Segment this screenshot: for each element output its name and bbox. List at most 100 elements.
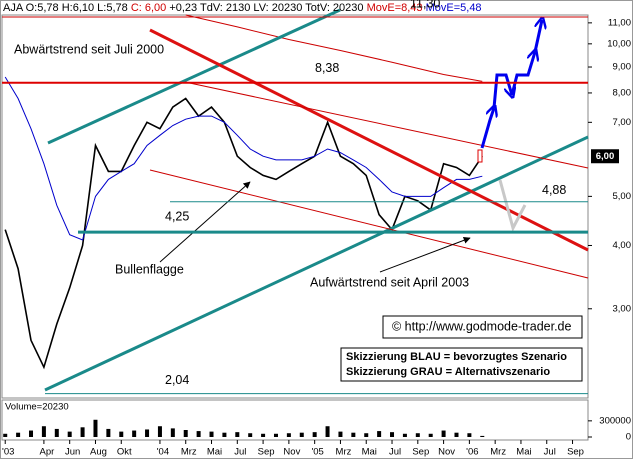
x-tick-label: '03: [2, 447, 14, 458]
blue-scenario: [510, 52, 535, 96]
x-tick-label: Mai: [516, 447, 531, 458]
channel-line: [149, 169, 589, 279]
blue-scenario: [533, 20, 542, 53]
volume-bar: [29, 430, 34, 437]
volume-bar: [454, 432, 459, 437]
volume-bar: [106, 428, 111, 437]
header-part: +0,23 TdV: 2130 LV: 20230 TotV: 20230: [166, 2, 366, 14]
level-label: 11,30: [410, 0, 440, 10]
volume-bar: [119, 431, 124, 437]
level-label: 2,04: [165, 373, 189, 387]
volume-bar: [377, 431, 382, 437]
volume-bar: [145, 429, 150, 437]
x-tick-label: Mrz: [490, 447, 506, 458]
volume-bar: [248, 433, 253, 437]
volume-bar: [54, 428, 59, 437]
header-part: MovE=5,48: [423, 2, 482, 14]
y-tick-label: 8,00: [613, 87, 632, 98]
copyright: © http://www.godmode-trader.de: [392, 319, 571, 333]
x-tick-label: Sep: [412, 447, 429, 458]
volume-bar: [441, 430, 446, 437]
last-price-tag: [591, 149, 619, 164]
volume-bar: [170, 428, 175, 437]
volume-tick-label: 0: [626, 432, 631, 443]
level-label: 4,25: [165, 209, 189, 223]
x-tick-label: '04: [157, 447, 169, 458]
volume-bar: [41, 426, 46, 437]
x-tick-label: '06: [466, 447, 478, 458]
volume-bar: [222, 432, 227, 437]
volume-bar: [261, 433, 266, 437]
volume-bar: [273, 433, 278, 437]
x-tick-label: '05: [311, 447, 323, 458]
volume-bar: [67, 431, 72, 437]
x-tick-label: Nov: [438, 447, 455, 458]
uptrend-line: [44, 135, 589, 392]
volume-bar: [16, 432, 21, 437]
y-tick-label: 3,00: [613, 303, 632, 314]
x-tick-label: Sep: [258, 447, 275, 458]
y-tick-label: 7,00: [613, 117, 632, 128]
channel-line: [184, 81, 589, 169]
header-part: C: 6,00: [131, 2, 166, 14]
y-tick-label: 10,00: [607, 38, 631, 49]
copyright-box: [382, 315, 583, 339]
volume-bar: [364, 433, 369, 437]
volume-label: Volume=20230: [5, 402, 69, 413]
volume-bar: [299, 432, 304, 437]
x-tick-label: Sep: [567, 447, 584, 458]
scenario-note: Skizzierung GRAU = Alternativszenario: [346, 366, 550, 378]
x-tick-label: Jul: [544, 447, 556, 458]
annotation: Aufwärtstrend seit April 2003: [310, 275, 469, 289]
volume-bar: [312, 432, 317, 437]
volume-bar: [3, 433, 8, 437]
x-tick-label: Nov: [283, 447, 300, 458]
volume-bar: [351, 432, 356, 437]
upper-channel: [47, 8, 341, 145]
price-line: [185, 14, 483, 82]
x-tick-label: Mrz: [181, 447, 197, 458]
level-label: 8,38: [315, 61, 339, 75]
volume-bar: [338, 431, 343, 437]
arrow: [379, 236, 471, 273]
scenario-note: Skizzierung BLAU = bevorzugtes Szenario: [346, 351, 567, 363]
header-part: AJA O:5,78 H:6,10 L:5,78: [3, 2, 131, 14]
header-part: MovE=8,43: [367, 2, 423, 14]
y-tick-label: 4,00: [613, 240, 632, 251]
last-candle: [477, 149, 483, 163]
level-label: 4,88: [542, 183, 566, 197]
volume-tick-label: 300000: [599, 415, 631, 426]
arrow: [159, 181, 251, 263]
x-tick-label: Jul: [389, 447, 401, 458]
x-tick-label: Aug: [90, 447, 107, 458]
volume-bar: [286, 433, 291, 437]
volume-bar: [428, 433, 433, 437]
last-price-label: 6,00: [596, 151, 615, 162]
volume-bar: [235, 432, 240, 437]
x-tick-label: Jun: [65, 447, 80, 458]
x-tick-label: Jul: [234, 447, 246, 458]
trend-lines: [44, 8, 589, 392]
volume-bar: [415, 433, 420, 437]
blue-scenario: [492, 73, 512, 109]
x-tick-label: Mai: [362, 447, 377, 458]
volume-bar: [157, 426, 162, 437]
annotation: Bullenflagge: [115, 262, 184, 276]
header: AJA O:5,78 H:6,10 L:5,78 C: 6,00 +0,23 T…: [3, 2, 482, 14]
volume-bar: [80, 427, 85, 437]
volume-bar: [132, 430, 137, 437]
volume-bar: [209, 431, 214, 437]
volume-bar: [467, 433, 472, 437]
volume-bar: [480, 435, 485, 437]
volume-bar: [402, 433, 407, 437]
annotation: Abwärtstrend seit Juli 2000: [14, 42, 164, 56]
volume-bar: [325, 426, 330, 437]
blue-scenario: [480, 108, 494, 149]
x-tick-label: Apr: [40, 447, 55, 458]
legend-box: [340, 347, 583, 382]
grey-scenario: [498, 179, 527, 233]
x-tick-label: Okt: [117, 447, 132, 458]
y-tick-label: 5,00: [613, 191, 632, 202]
volume-bar: [196, 431, 201, 437]
